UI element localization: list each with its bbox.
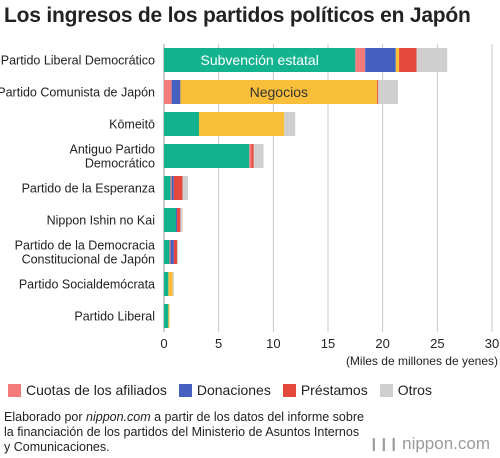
- category-label: Partido Socialdemócrata: [19, 278, 155, 292]
- bar-value-label: Negocios: [250, 84, 308, 100]
- bar-segment: [171, 80, 181, 104]
- bars: [164, 48, 448, 328]
- legend-item: Cuotas de los afiliados: [8, 382, 167, 398]
- bar-segment: [164, 208, 177, 232]
- source-prefix: Elaborado por: [4, 410, 87, 424]
- legend: Cuotas de los afiliados Donaciones Préstam…: [8, 382, 444, 398]
- bar-segment: [164, 48, 356, 72]
- bar-segment: [399, 48, 417, 72]
- x-tick-label: 25: [430, 336, 444, 351]
- x-tick-label: 15: [321, 336, 335, 351]
- legend-item: Otros: [379, 382, 432, 398]
- x-tick-label: 5: [215, 336, 222, 351]
- legend-swatch: [379, 383, 393, 397]
- legend-item: Donaciones: [178, 382, 271, 398]
- bar-segment: [253, 144, 264, 168]
- bar-segment: [172, 272, 174, 296]
- bar-segment: [416, 48, 448, 72]
- bar-segment: [173, 176, 183, 200]
- bar-segment: [168, 304, 170, 328]
- nippon-logo: ❙❙❙ nippon.com: [368, 434, 490, 454]
- bar-segment: [164, 304, 169, 328]
- source-site: nippon.com: [86, 410, 151, 424]
- x-tick-label: 10: [266, 336, 280, 351]
- category-label: Partido de la Esperanza: [22, 182, 155, 196]
- bar-segment: [377, 80, 379, 104]
- x-axis-label: (Miles de millones de yenes): [346, 354, 498, 368]
- chart-title: Los ingresos de los partidos políticos e…: [4, 4, 471, 27]
- category-label: Partido Liberal: [74, 310, 155, 324]
- bar-segment: [182, 176, 189, 200]
- bar-segment: [164, 80, 172, 104]
- bar-segment: [180, 208, 183, 232]
- bar-segment: [164, 176, 171, 200]
- bar-segment: [249, 144, 252, 168]
- legend-swatch: [8, 383, 21, 397]
- bar-segment: [171, 176, 174, 200]
- source-rest: a partir de los datos del informe sobre …: [4, 410, 364, 454]
- category-label: Partido Comunista de Japón: [0, 86, 155, 100]
- bar-segment: [164, 240, 170, 264]
- legend-item: Préstamos: [282, 382, 368, 398]
- stacked-bar-chart: Subvención estatal Negocios Partido Liber…: [0, 44, 499, 368]
- category-label: Partido de la Democracia Constitucional d…: [15, 239, 155, 267]
- bar-segment: [355, 48, 366, 72]
- category-label: Nippon Ishin no Kai: [47, 214, 155, 228]
- bar-segment: [169, 240, 171, 264]
- legend-label: Otros: [397, 382, 432, 398]
- bar-segment: [170, 176, 172, 200]
- x-tick-label: 30: [485, 336, 499, 351]
- logo-mark-icon: ❙❙❙: [368, 436, 399, 451]
- bar-segment: [365, 48, 396, 72]
- legend-label: Préstamos: [300, 382, 368, 398]
- bar-labels: Subvención estatal Negocios: [201, 52, 319, 100]
- bar-segment: [164, 272, 169, 296]
- legend-label: Cuotas de los afiliados: [26, 382, 167, 398]
- legend-swatch: [282, 383, 296, 397]
- bar-segment: [378, 80, 398, 104]
- logo-text: nippon.com: [402, 434, 490, 453]
- bar-segment: [180, 80, 378, 104]
- bar-segment: [176, 208, 178, 232]
- category-labels: Partido Liberal Democrático Partido Comun…: [0, 54, 155, 324]
- bar-segment: [284, 112, 296, 136]
- bar-value-label: Subvención estatal: [201, 52, 319, 68]
- category-label: Kōmeitō: [109, 118, 155, 132]
- bar-segment: [395, 48, 400, 72]
- bar-segment: [170, 240, 174, 264]
- bar-segment: [164, 112, 199, 136]
- bar-segment: [177, 240, 179, 264]
- x-tick-label: 20: [375, 336, 389, 351]
- legend-swatch: [178, 383, 192, 397]
- bar-segment: [164, 144, 250, 168]
- legend-label: Donaciones: [196, 382, 271, 398]
- x-tick-label: 0: [160, 336, 167, 351]
- bar-segment: [198, 112, 285, 136]
- source-note: Elaborado por nippon.com a partir de los…: [4, 410, 364, 455]
- bar-segment: [177, 208, 181, 232]
- bar-segment: [168, 272, 173, 296]
- category-label: Partido Liberal Democrático: [1, 54, 155, 68]
- bar-segment: [251, 144, 254, 168]
- category-label: Antiguo Partido Democrático: [70, 143, 156, 171]
- bar-segment: [173, 240, 178, 264]
- x-axis-ticks: 0 5 10 15 20 25 30: [160, 336, 499, 351]
